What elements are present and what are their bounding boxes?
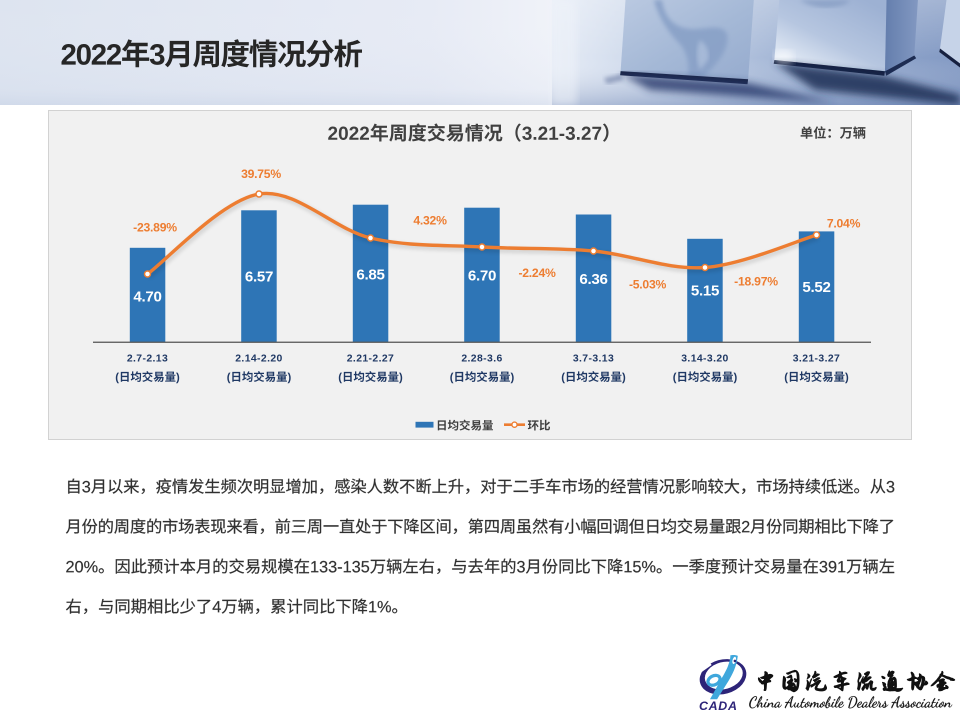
svg-text:6.70: 6.70	[468, 267, 496, 284]
svg-text:3.7-3.13: 3.7-3.13	[573, 354, 614, 365]
svg-text:CADA: CADA	[699, 699, 738, 713]
svg-text:-23.89%: -23.89%	[133, 220, 177, 234]
svg-text:7.04%: 7.04%	[827, 217, 861, 231]
svg-text:3.14-3.20: 3.14-3.20	[681, 354, 729, 365]
svg-text:2.28-3.6: 2.28-3.6	[461, 354, 502, 365]
svg-text:3.21-3.27: 3.21-3.27	[793, 354, 841, 365]
svg-text:5.52: 5.52	[802, 279, 830, 296]
svg-text:6.85: 6.85	[356, 266, 384, 283]
svg-text:2.21-2.27: 2.21-2.27	[347, 354, 395, 365]
svg-text:6.57: 6.57	[245, 268, 273, 285]
svg-text:5.15: 5.15	[691, 282, 719, 299]
svg-text:4.70: 4.70	[133, 288, 161, 305]
svg-text:-18.97%: -18.97%	[734, 274, 778, 288]
svg-text:-5.03%: -5.03%	[629, 277, 667, 291]
svg-text:2.14-2.20: 2.14-2.20	[235, 354, 283, 365]
svg-text:39.75%: 39.75%	[241, 167, 281, 181]
svg-text:4.32%: 4.32%	[413, 214, 447, 228]
svg-text:6.36: 6.36	[579, 271, 607, 288]
svg-text:-2.24%: -2.24%	[518, 266, 556, 280]
svg-text:2.7-2.13: 2.7-2.13	[127, 354, 168, 365]
